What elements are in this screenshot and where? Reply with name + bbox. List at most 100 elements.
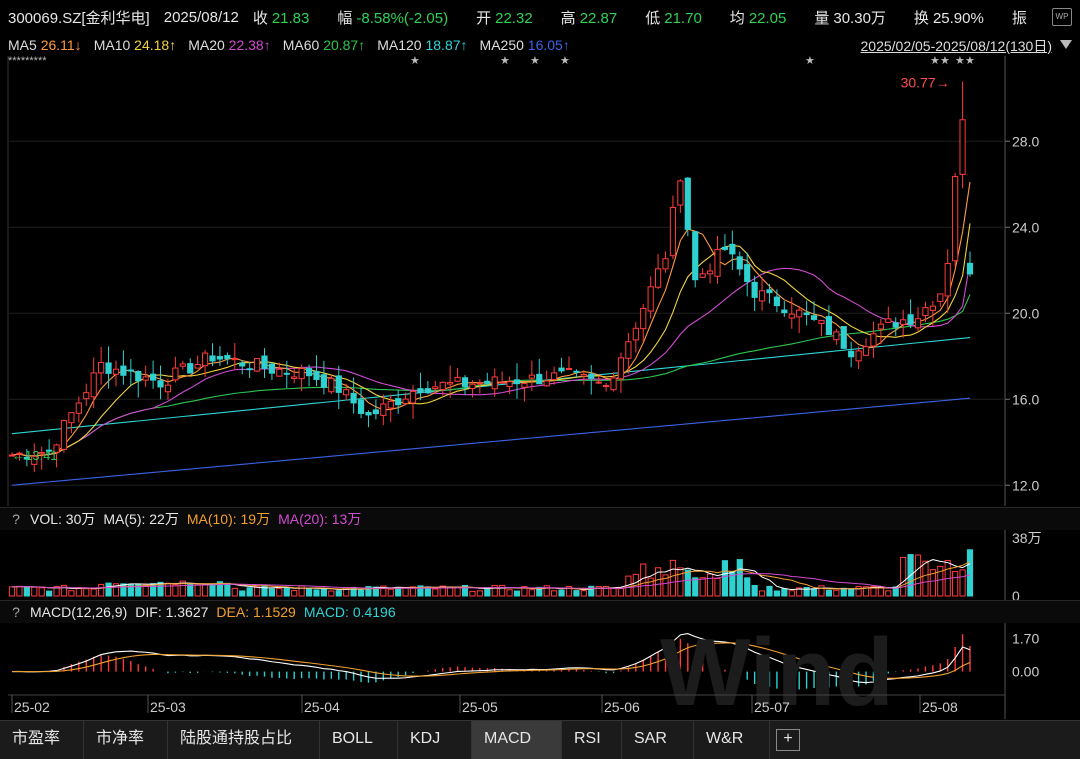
volume-bar: [16, 585, 23, 597]
close-field: 收 21.83: [253, 7, 324, 28]
macd-value: MACD: 0.4196: [303, 604, 396, 620]
vol-tick-label: 0: [1012, 588, 1020, 600]
volume-bar: [922, 560, 929, 597]
tab-4[interactable]: KDJ: [398, 721, 472, 759]
candle-body: [98, 361, 105, 374]
volume-bar: [654, 567, 662, 597]
candle-body: [439, 381, 446, 391]
ma-legend-item[interactable]: MA10 24.18↑: [94, 37, 177, 53]
candle-body: [536, 373, 543, 385]
tab-3[interactable]: BOLL: [320, 721, 398, 759]
volume-bar: [966, 549, 974, 597]
ma-legend-item[interactable]: MA5 26.11↓: [8, 37, 82, 53]
volume-bar: [454, 586, 461, 597]
volume-bar: [603, 586, 610, 597]
volume-bar: [677, 567, 684, 597]
date-range-selector[interactable]: 2025/02/05-2025/08/12(130日): [860, 38, 1052, 54]
volume-bar: [68, 590, 75, 597]
candle-body: [105, 362, 112, 374]
ma120-line: [11, 336, 971, 435]
stock-code[interactable]: 300069.SZ[金利华电]: [8, 9, 150, 27]
tab-6[interactable]: RSI: [562, 721, 622, 759]
low-label: 低: [645, 9, 661, 27]
add-tab-button[interactable]: +: [776, 729, 800, 751]
tab-0[interactable]: 市盈率: [0, 721, 84, 759]
volume-value: 30.30万: [833, 9, 886, 27]
volume-bar: [617, 587, 625, 597]
turnover-value: 25.90%: [932, 9, 984, 27]
volume-bar: [558, 589, 565, 597]
help-icon[interactable]: ?: [12, 604, 20, 620]
ma-legend-item[interactable]: MA20 22.38↑: [188, 37, 271, 53]
vol-ma10-line: [11, 561, 971, 590]
candle-body: [766, 289, 773, 294]
candle-body: [402, 398, 409, 405]
open-field: 开 22.32: [476, 7, 547, 28]
volume-chart[interactable]: 38万 0: [0, 530, 1080, 600]
candle-body: [810, 315, 818, 320]
ma-legend-item[interactable]: MA250 16.05↑: [480, 37, 570, 53]
candlestick-chart[interactable]: 28.024.020.016.012.0********* ★ ★ ★ ★ ★ ★ ★ ★ ★30…: [0, 56, 1080, 506]
candle-body: [699, 273, 706, 278]
tab-5[interactable]: MACD: [472, 721, 562, 759]
tab-7[interactable]: SAR: [622, 721, 694, 759]
ma-legend-item[interactable]: MA120 18.87↑: [377, 37, 467, 53]
tab-2[interactable]: 陆股通持股占比: [168, 721, 320, 759]
wp-logo-icon[interactable]: WP: [1052, 8, 1072, 26]
candle-body: [937, 293, 944, 302]
macd-header: ? MACD(12,26,9) DIF: 1.3627 DEA: 1.1529 …: [0, 600, 1080, 623]
candle-body: [112, 368, 120, 375]
candle-body: [513, 379, 521, 385]
volume-bar: [855, 586, 862, 597]
event-star: ★: [530, 56, 540, 67]
avg-value: 22.05: [748, 9, 787, 27]
candle-body: [877, 323, 884, 330]
candle-body: [343, 389, 350, 396]
vol-ma20-line: [11, 573, 971, 589]
candle-body: [773, 296, 781, 307]
candle-body: [16, 452, 23, 455]
candle-body: [127, 369, 134, 372]
candle-body: [632, 327, 639, 341]
help-icon[interactable]: ?: [12, 511, 20, 527]
candle-body: [528, 374, 535, 379]
candle-body: [952, 176, 959, 262]
candle-body: [432, 386, 439, 390]
price-tick-label: 16.0: [1012, 391, 1039, 407]
candle-body: [380, 403, 387, 416]
volume-bar: [513, 590, 521, 597]
date-tick-label: 25-02: [14, 699, 50, 715]
event-star: ★: [930, 56, 940, 67]
ma-legend: MA5 26.11↓ MA10 24.18↑ MA20 22.38↑ MA60 20.…: [0, 34, 1080, 56]
tab-1[interactable]: 市净率: [84, 721, 168, 759]
macd-chart[interactable]: 1.70 0.00 Wind 25-02 25-03 25-04 25-05 25-06 25-…: [0, 623, 1080, 719]
high-label: 高: [560, 9, 576, 27]
volume-bar: [647, 577, 654, 597]
volume-bar: [848, 588, 855, 597]
ma-legend-item[interactable]: MA60 20.87↑: [283, 37, 366, 53]
volume-bar: [23, 586, 30, 597]
candle-body: [305, 368, 313, 377]
volume-bar: [499, 584, 506, 597]
volume-bar: [885, 590, 892, 597]
vol-ma20: MA(20): 13万: [278, 511, 362, 527]
ma-legend-value: 22.38↑: [228, 37, 271, 53]
candle-body: [357, 399, 365, 414]
ma-legend-value: 26.11↓: [40, 37, 82, 53]
chevron-down-icon[interactable]: [1060, 40, 1072, 49]
candle-body: [23, 456, 30, 460]
change-value: -8.58%(-2.05): [356, 9, 449, 27]
tab-8[interactable]: W&R: [694, 721, 770, 759]
volume-bar: [588, 585, 595, 597]
ma-legend-label: MA10: [93, 37, 135, 53]
volume-bar: [803, 587, 810, 597]
volume-bar: [736, 559, 743, 597]
volume-bar: [372, 586, 379, 597]
volume-bar: [120, 583, 127, 597]
candle-body: [83, 392, 90, 400]
volume-bar: [565, 586, 573, 597]
volume-bar: [172, 584, 179, 597]
volume-bar: [840, 587, 847, 597]
candle-body: [580, 373, 587, 377]
volume-bar: [610, 588, 617, 597]
